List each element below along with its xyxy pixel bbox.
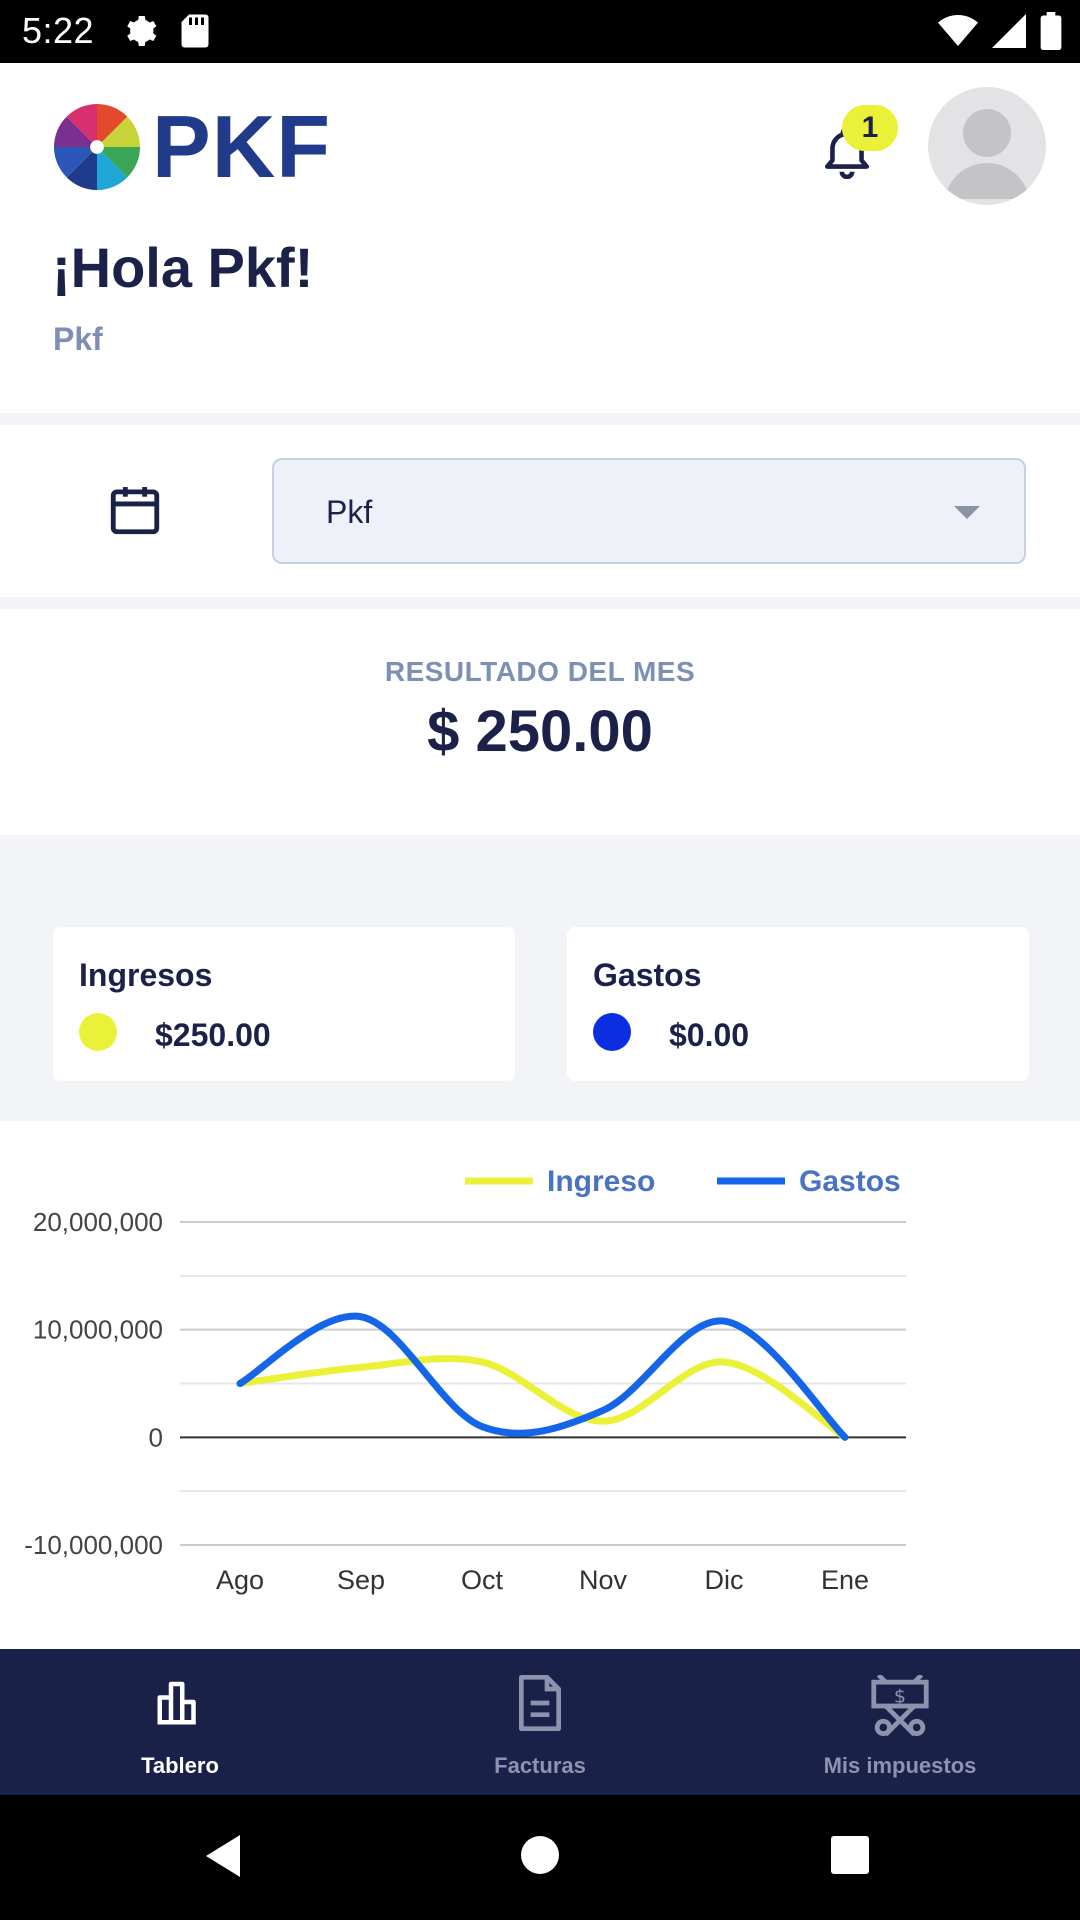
income-dot-icon [79,1013,117,1051]
nav-mis-impuestos[interactable]: $ Mis impuestos [720,1649,1080,1795]
battery-icon [1040,12,1062,55]
legend-label: Ingreso [547,1165,655,1198]
user-avatar[interactable] [928,87,1046,205]
legend-label: Gastos [799,1165,901,1198]
series-line-gastos [236,1312,849,1441]
y-tick-label: 10,000,000 [33,1315,163,1345]
logo-text: PKF [152,97,331,196]
x-tick-label: Ago [216,1565,264,1595]
filter-row: Pkf [0,425,1080,597]
tax-icon: $ [720,1675,1080,1737]
recents-icon[interactable] [830,1835,870,1880]
svg-text:$: $ [894,1685,906,1707]
x-tick-label: Nov [579,1565,628,1595]
line-chart: 20,000,000 10,000,000 0 -10,000,000 Ago Sep Oc… [24,1165,906,1595]
status-bar: 5:22 [0,0,1080,63]
nav-label-facturas: Facturas [494,1753,586,1778]
nav-tablero[interactable]: Tablero [0,1649,360,1795]
company-select[interactable]: Pkf [272,458,1026,564]
nav-label-tablero: Tablero [141,1753,219,1778]
home-icon[interactable] [520,1835,560,1880]
x-tick-label: Oct [461,1565,504,1595]
result-label: RESULTADO DEL MES [384,656,696,687]
expenses-title: Gastos [593,957,702,993]
x-tick-label: Dic [705,1565,744,1595]
system-navigation-bar [0,1795,1080,1920]
y-tick-label: 0 [149,1422,163,1452]
pkf-logo-mark [53,103,141,191]
company-select-value: Pkf [326,494,373,530]
bottom-navigation: Tablero Facturas $ Mis impuestos [0,1649,1080,1795]
signal-icon [992,14,1026,53]
notification-count-badge: 1 [842,105,898,151]
nav-facturas[interactable]: Facturas [360,1649,720,1795]
bar-chart-icon [0,1675,360,1729]
income-expenses-chart: 20,000,000 10,000,000 0 -10,000,000 Ago Sep Oc… [0,1121,1080,1649]
settings-icon [122,13,158,54]
y-tick-label: -10,000,000 [24,1530,163,1560]
greeting-title: ¡Hola Pkf! [52,236,314,299]
section-divider [0,597,1080,609]
header: PKF 1 ¡Hola Pkf! Pkf [0,63,1080,413]
monthly-result: RESULTADO DEL MES $ 250.00 [0,610,1080,835]
document-icon [360,1675,720,1731]
nav-label-mis-impuestos: Mis impuestos [823,1753,977,1778]
income-amount: $250.00 [155,1017,271,1053]
wifi-icon [938,14,978,53]
calendar-icon[interactable] [106,481,164,539]
pkf-logo: PKF [52,101,331,193]
y-tick-label: 20,000,000 [33,1207,163,1237]
expenses-card: Gastos $0.00 [567,927,1029,1081]
series-line-ingreso [236,1355,849,1441]
greeting-subtitle: Pkf [53,321,103,357]
back-icon[interactable] [200,1831,246,1886]
summary-cards: Ingresos $250.00 Gastos $0.00 [0,835,1080,1121]
expenses-amount: $0.00 [669,1017,750,1053]
section-divider [0,413,1080,425]
income-card: Ingresos $250.00 [53,927,515,1081]
dropdown-arrow-icon [954,506,980,519]
x-tick-label: Ene [821,1565,869,1595]
income-title: Ingresos [79,957,213,993]
status-time: 5:22 [22,10,95,51]
expenses-dot-icon [593,1013,631,1051]
result-value: $ 250.00 [427,699,653,764]
x-tick-label: Sep [337,1565,385,1595]
sd-card-icon [180,13,210,54]
